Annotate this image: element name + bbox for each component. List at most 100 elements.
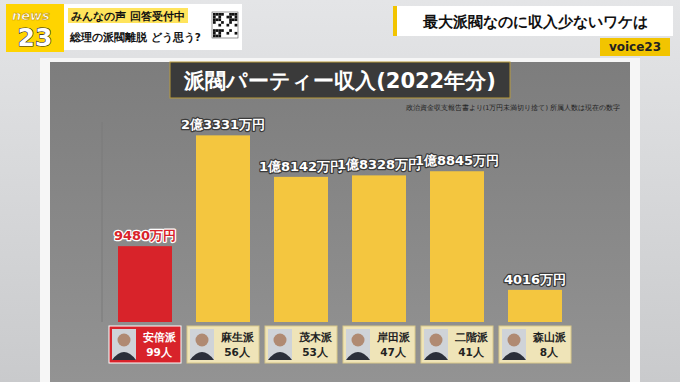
qr-cell xyxy=(227,16,230,19)
member-label: 53人 xyxy=(302,346,329,359)
portrait-body xyxy=(502,352,526,360)
portrait-bg xyxy=(268,329,292,360)
corner-box xyxy=(600,38,670,56)
portrait xyxy=(268,329,292,360)
qr-cell xyxy=(229,16,232,19)
qr-cell xyxy=(213,35,216,38)
bar xyxy=(274,177,328,322)
qr-cell xyxy=(229,18,232,21)
bar xyxy=(508,290,562,322)
member-label: 8人 xyxy=(540,346,559,359)
category-label: 安倍派 xyxy=(143,331,177,343)
portrait xyxy=(112,329,136,360)
qr-cell xyxy=(218,29,221,32)
qr-cell xyxy=(232,18,235,21)
board: 派閥パーティー収入(2022年分)政治資金収支報告書より(1万円未満切り捨て) … xyxy=(40,58,640,382)
member-label: 47人 xyxy=(380,346,407,359)
qr-cell xyxy=(218,24,221,27)
qr-cell xyxy=(218,35,221,38)
qr-cell xyxy=(235,16,238,19)
portrait-bg xyxy=(424,329,448,360)
category-box xyxy=(187,326,259,363)
qr-cell xyxy=(218,32,221,35)
portrait-head xyxy=(196,334,209,347)
category-box xyxy=(499,326,571,363)
qr-cell xyxy=(213,16,216,19)
portrait-bg xyxy=(112,329,136,360)
qr-cell xyxy=(216,13,219,16)
category-labels: 安倍派99人麻生派56人茂木派53人岸田派47人二階派41人森山派8人 xyxy=(109,326,571,363)
portrait-bg xyxy=(190,329,214,360)
qr-cell xyxy=(235,32,238,35)
bar xyxy=(352,175,406,322)
bars xyxy=(118,135,562,322)
qr-cell xyxy=(232,13,235,16)
header: news23 みんなの声 回答受付中総理の派閥離脱 どう思う? 最大派閥なのに収入少… xyxy=(6,4,673,56)
qr-cell xyxy=(221,29,224,32)
member-label: 99人 xyxy=(146,346,173,359)
bar xyxy=(118,246,172,322)
qr-cell xyxy=(218,16,221,19)
corner-text: voice23 xyxy=(609,40,661,54)
logo-box xyxy=(6,4,64,52)
portrait xyxy=(190,329,214,360)
chart-root: news23 みんなの声 回答受付中総理の派閥離脱 どう思う? 最大派閥なのに収入少… xyxy=(0,0,680,382)
qr-cell xyxy=(218,13,221,16)
member-label: 56人 xyxy=(224,346,251,359)
bar xyxy=(430,171,484,322)
portrait-body xyxy=(190,352,214,360)
portrait-body xyxy=(424,352,448,360)
prompt-text: みんなの声 回答受付中 xyxy=(71,10,185,23)
portrait xyxy=(346,329,370,360)
qr-cell xyxy=(213,32,216,35)
qr-cell xyxy=(221,21,224,24)
qr-cell xyxy=(213,21,216,24)
question-text: 総理の派閥離脱 どう思う? xyxy=(69,31,201,44)
portrait xyxy=(424,329,448,360)
background xyxy=(0,0,680,382)
portrait xyxy=(502,329,526,360)
portrait-head xyxy=(118,334,131,347)
category-box xyxy=(421,326,493,363)
portrait-body xyxy=(268,352,292,360)
data-label: 1億8328万円 xyxy=(337,157,421,172)
category-label: 岸田派 xyxy=(376,331,411,343)
data-label: 4016万円 xyxy=(504,272,566,287)
title-box xyxy=(170,62,510,98)
data-label: 1億8845万円 xyxy=(415,153,499,168)
qr-cell xyxy=(216,35,219,38)
qr-cell xyxy=(227,32,230,35)
qr-cell xyxy=(229,29,232,32)
portrait-body xyxy=(346,352,370,360)
category-label: 麻生派 xyxy=(220,331,255,343)
qr-cell xyxy=(216,29,219,32)
bar xyxy=(196,135,250,322)
qr-cell xyxy=(235,24,238,27)
qr-cell xyxy=(213,29,216,32)
category-box xyxy=(265,326,337,363)
data-label: 1億8142万円 xyxy=(259,159,343,174)
portrait-head xyxy=(508,334,521,347)
qr-code xyxy=(212,12,238,38)
portrait-head xyxy=(352,334,365,347)
portrait-body xyxy=(112,352,136,360)
member-label: 41人 xyxy=(458,346,485,359)
page: {"header": {"logo": ["news", "23"], "pro… xyxy=(0,0,680,382)
value-axis xyxy=(102,122,103,322)
headline-accent xyxy=(393,6,397,36)
qr-cell xyxy=(216,18,219,21)
qr-cell xyxy=(218,18,221,21)
prompt-box xyxy=(64,4,242,50)
qr-cell xyxy=(229,13,232,16)
qr-cell xyxy=(229,21,232,24)
category-box xyxy=(109,326,181,363)
qr-cell xyxy=(221,13,224,16)
qr-cell xyxy=(213,18,216,21)
logo-text: news xyxy=(12,8,50,23)
category-label: 茂木派 xyxy=(298,331,333,343)
qr-cell xyxy=(213,13,216,16)
qr-cell xyxy=(235,13,238,16)
prompt-highlight xyxy=(68,8,188,23)
headline: 最大派閥なのに収入少ないワケは xyxy=(422,13,648,31)
logo-number: 23 xyxy=(18,23,53,52)
